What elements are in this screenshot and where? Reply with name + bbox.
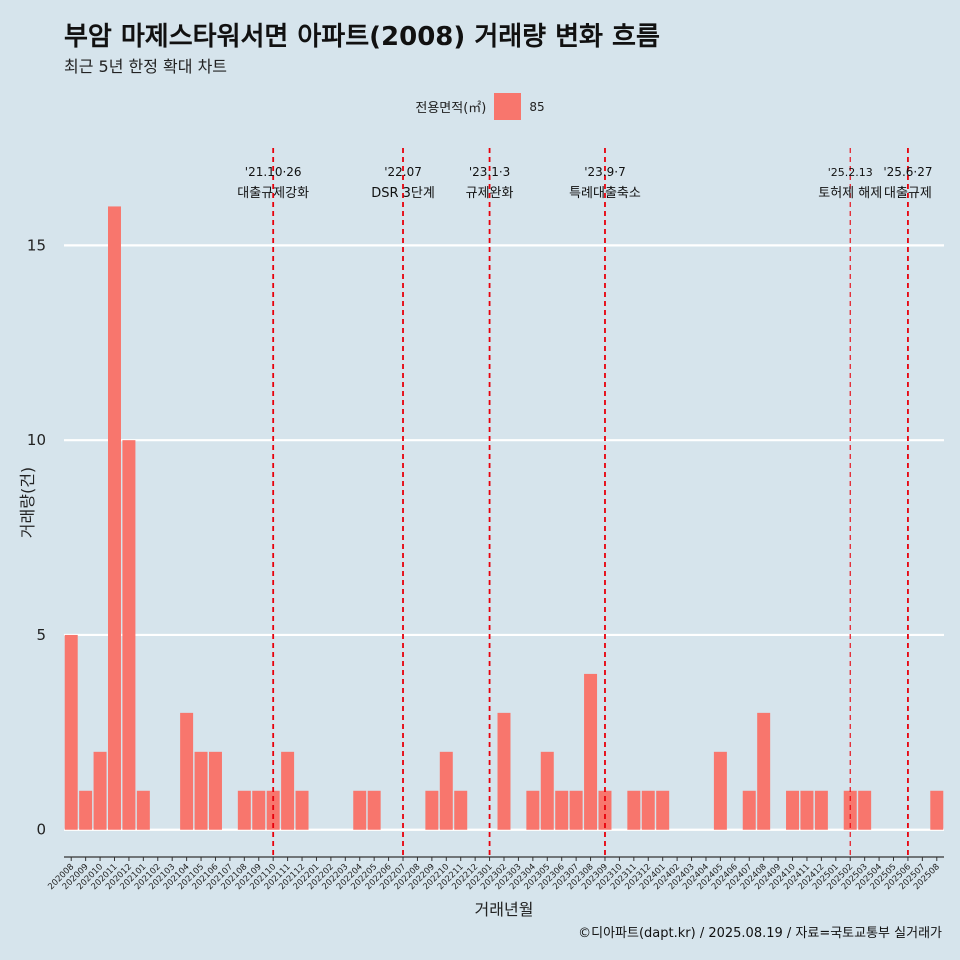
event-label-5: 대출규제 — [884, 186, 932, 201]
event-label-0: 대출규제강화 — [237, 186, 309, 201]
x-axis-title: 거래년월 — [475, 900, 534, 919]
bar-202306 — [555, 790, 569, 830]
bar-202401 — [656, 790, 670, 830]
event-label-1: DSR 3단계 — [371, 186, 435, 201]
bar-202411 — [800, 790, 814, 830]
source-caption: ©디아파트(dapt.kr) / 2025.08.19 / 자료=국토교통부 실… — [578, 926, 942, 941]
bar-202503 — [858, 790, 872, 830]
legend-title: 전용면적(㎡) — [415, 101, 487, 116]
bar-202308 — [584, 673, 598, 830]
bar-202312 — [641, 790, 655, 830]
y-tick-label-15: 15 — [27, 236, 46, 254]
bar-202009 — [79, 790, 93, 830]
bar-202405 — [713, 751, 727, 830]
bar-202407 — [742, 790, 756, 830]
event-date-3: '23.9·7 — [584, 165, 625, 179]
bar-202204 — [353, 790, 367, 830]
bar-202008 — [64, 634, 78, 830]
bar-202302 — [497, 712, 511, 830]
bar-202112 — [295, 790, 309, 830]
bar-202209 — [425, 790, 439, 830]
bar-202101 — [136, 790, 150, 830]
bar-202211 — [454, 790, 468, 830]
legend-key-85 — [494, 93, 522, 120]
bar-202307 — [569, 790, 583, 830]
bar-202309 — [598, 790, 612, 830]
bar-202205 — [367, 790, 381, 830]
event-label-3: 특례대출축소 — [569, 186, 641, 201]
event-date-4: '25.2.13 — [828, 166, 873, 179]
bar-202408 — [757, 712, 771, 830]
legend-label-85: 85 — [529, 99, 545, 114]
bar-202106 — [208, 751, 222, 830]
bar-202508 — [930, 790, 944, 830]
bar-202110 — [266, 790, 280, 830]
event-date-0: '21.10·26 — [245, 165, 302, 179]
y-tick-label-5: 5 — [36, 626, 46, 644]
chart-subtitle: 최근 5년 한정 확대 차트 — [64, 57, 228, 76]
y-tick-label-10: 10 — [27, 431, 46, 449]
event-label-4: 토허제 해제 — [818, 186, 882, 201]
event-label-2: 규제완화 — [466, 186, 514, 201]
y-tick-label-0: 0 — [36, 821, 46, 839]
bar-202311 — [627, 790, 641, 830]
bar-202410 — [786, 790, 800, 830]
bar-202108 — [237, 790, 251, 830]
bar-202412 — [814, 790, 828, 830]
event-date-2: '23.1·3 — [469, 165, 510, 179]
bar-202304 — [526, 790, 540, 830]
bar-202012 — [122, 440, 136, 830]
y-axis-title: 거래량(건) — [18, 467, 37, 538]
bar-202010 — [93, 751, 107, 830]
bar-202105 — [194, 751, 208, 830]
bar-202104 — [180, 712, 194, 830]
bar-202109 — [252, 790, 266, 830]
bar-202011 — [108, 206, 121, 830]
legend: 전용면적(㎡) 85 — [0, 93, 960, 120]
chart-title: 부암 마제스타워서면 아파트(2008) 거래량 변화 흐름 — [64, 22, 660, 52]
bar-202111 — [281, 751, 295, 830]
bar-202210 — [439, 751, 453, 830]
event-date-5: '25.6·27 — [883, 165, 932, 179]
bar-202502 — [843, 790, 857, 830]
bar-202305 — [540, 751, 554, 830]
event-date-1: '22.07 — [384, 165, 422, 179]
